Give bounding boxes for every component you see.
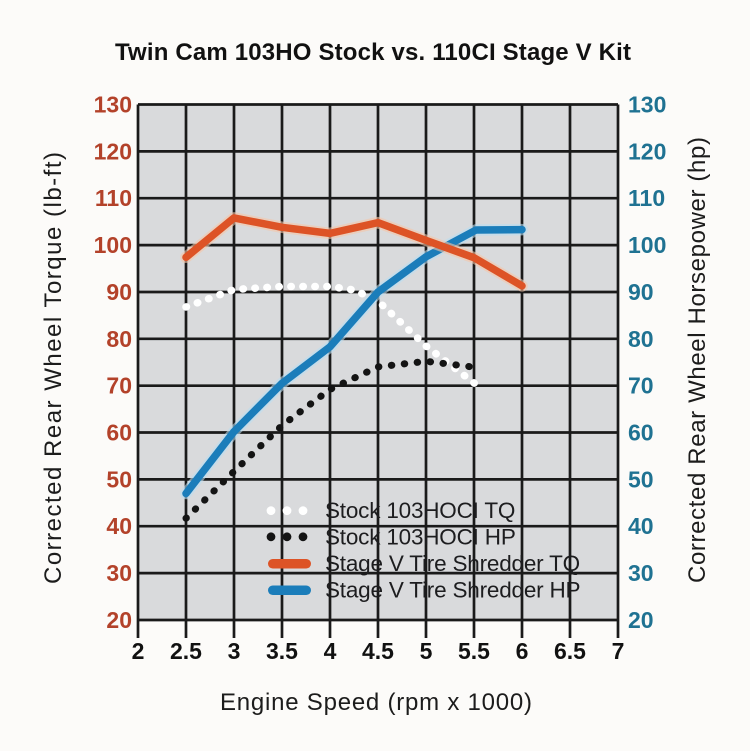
- svg-text:7: 7: [612, 638, 625, 664]
- svg-text:60: 60: [106, 420, 132, 446]
- svg-text:70: 70: [628, 373, 654, 399]
- svg-text:Stock 103HOCI HP: Stock 103HOCI HP: [325, 524, 516, 549]
- svg-text:100: 100: [628, 232, 666, 258]
- svg-text:80: 80: [106, 326, 132, 352]
- svg-text:3.5: 3.5: [266, 638, 298, 664]
- svg-text:80: 80: [628, 326, 654, 352]
- svg-text:60: 60: [628, 420, 654, 446]
- svg-text:100: 100: [94, 232, 132, 258]
- svg-text:90: 90: [106, 279, 132, 305]
- svg-text:Engine Speed (rpm x 1000): Engine Speed (rpm x 1000): [220, 689, 532, 716]
- svg-text:Stage V Tire Shredder HP: Stage V Tire Shredder HP: [325, 578, 580, 603]
- svg-text:30: 30: [628, 560, 654, 586]
- svg-text:120: 120: [94, 138, 132, 164]
- svg-text:30: 30: [106, 560, 132, 586]
- svg-text:110: 110: [628, 185, 665, 211]
- svg-text:130: 130: [628, 92, 666, 118]
- svg-text:2: 2: [132, 638, 145, 664]
- svg-text:6: 6: [516, 638, 529, 664]
- svg-text:4.5: 4.5: [362, 638, 394, 664]
- svg-text:2.5: 2.5: [170, 638, 202, 664]
- svg-text:110: 110: [95, 185, 132, 211]
- svg-text:40: 40: [106, 513, 132, 539]
- svg-text:4: 4: [324, 638, 337, 664]
- svg-text:50: 50: [628, 466, 654, 492]
- svg-text:20: 20: [628, 607, 654, 633]
- svg-text:Stock 103HOCI TQ: Stock 103HOCI TQ: [325, 498, 515, 523]
- svg-text:5.5: 5.5: [458, 638, 490, 664]
- svg-text:3: 3: [228, 638, 241, 664]
- svg-text:Corrected Rear Wheel Horsepowe: Corrected Rear Wheel Horsepower (hp): [684, 137, 711, 583]
- svg-text:120: 120: [628, 138, 666, 164]
- svg-text:5: 5: [420, 638, 433, 664]
- svg-text:Stage V Tire Shredder TQ: Stage V Tire Shredder TQ: [325, 551, 580, 576]
- svg-text:130: 130: [94, 92, 132, 118]
- svg-text:90: 90: [628, 279, 654, 305]
- svg-text:20: 20: [106, 607, 132, 633]
- svg-text:50: 50: [106, 466, 132, 492]
- svg-text:Twin Cam 103HO Stock vs. 110CI: Twin Cam 103HO Stock vs. 110CI Stage V K…: [115, 39, 631, 66]
- svg-text:70: 70: [106, 373, 132, 399]
- svg-text:6.5: 6.5: [554, 638, 586, 664]
- svg-text:40: 40: [628, 513, 654, 539]
